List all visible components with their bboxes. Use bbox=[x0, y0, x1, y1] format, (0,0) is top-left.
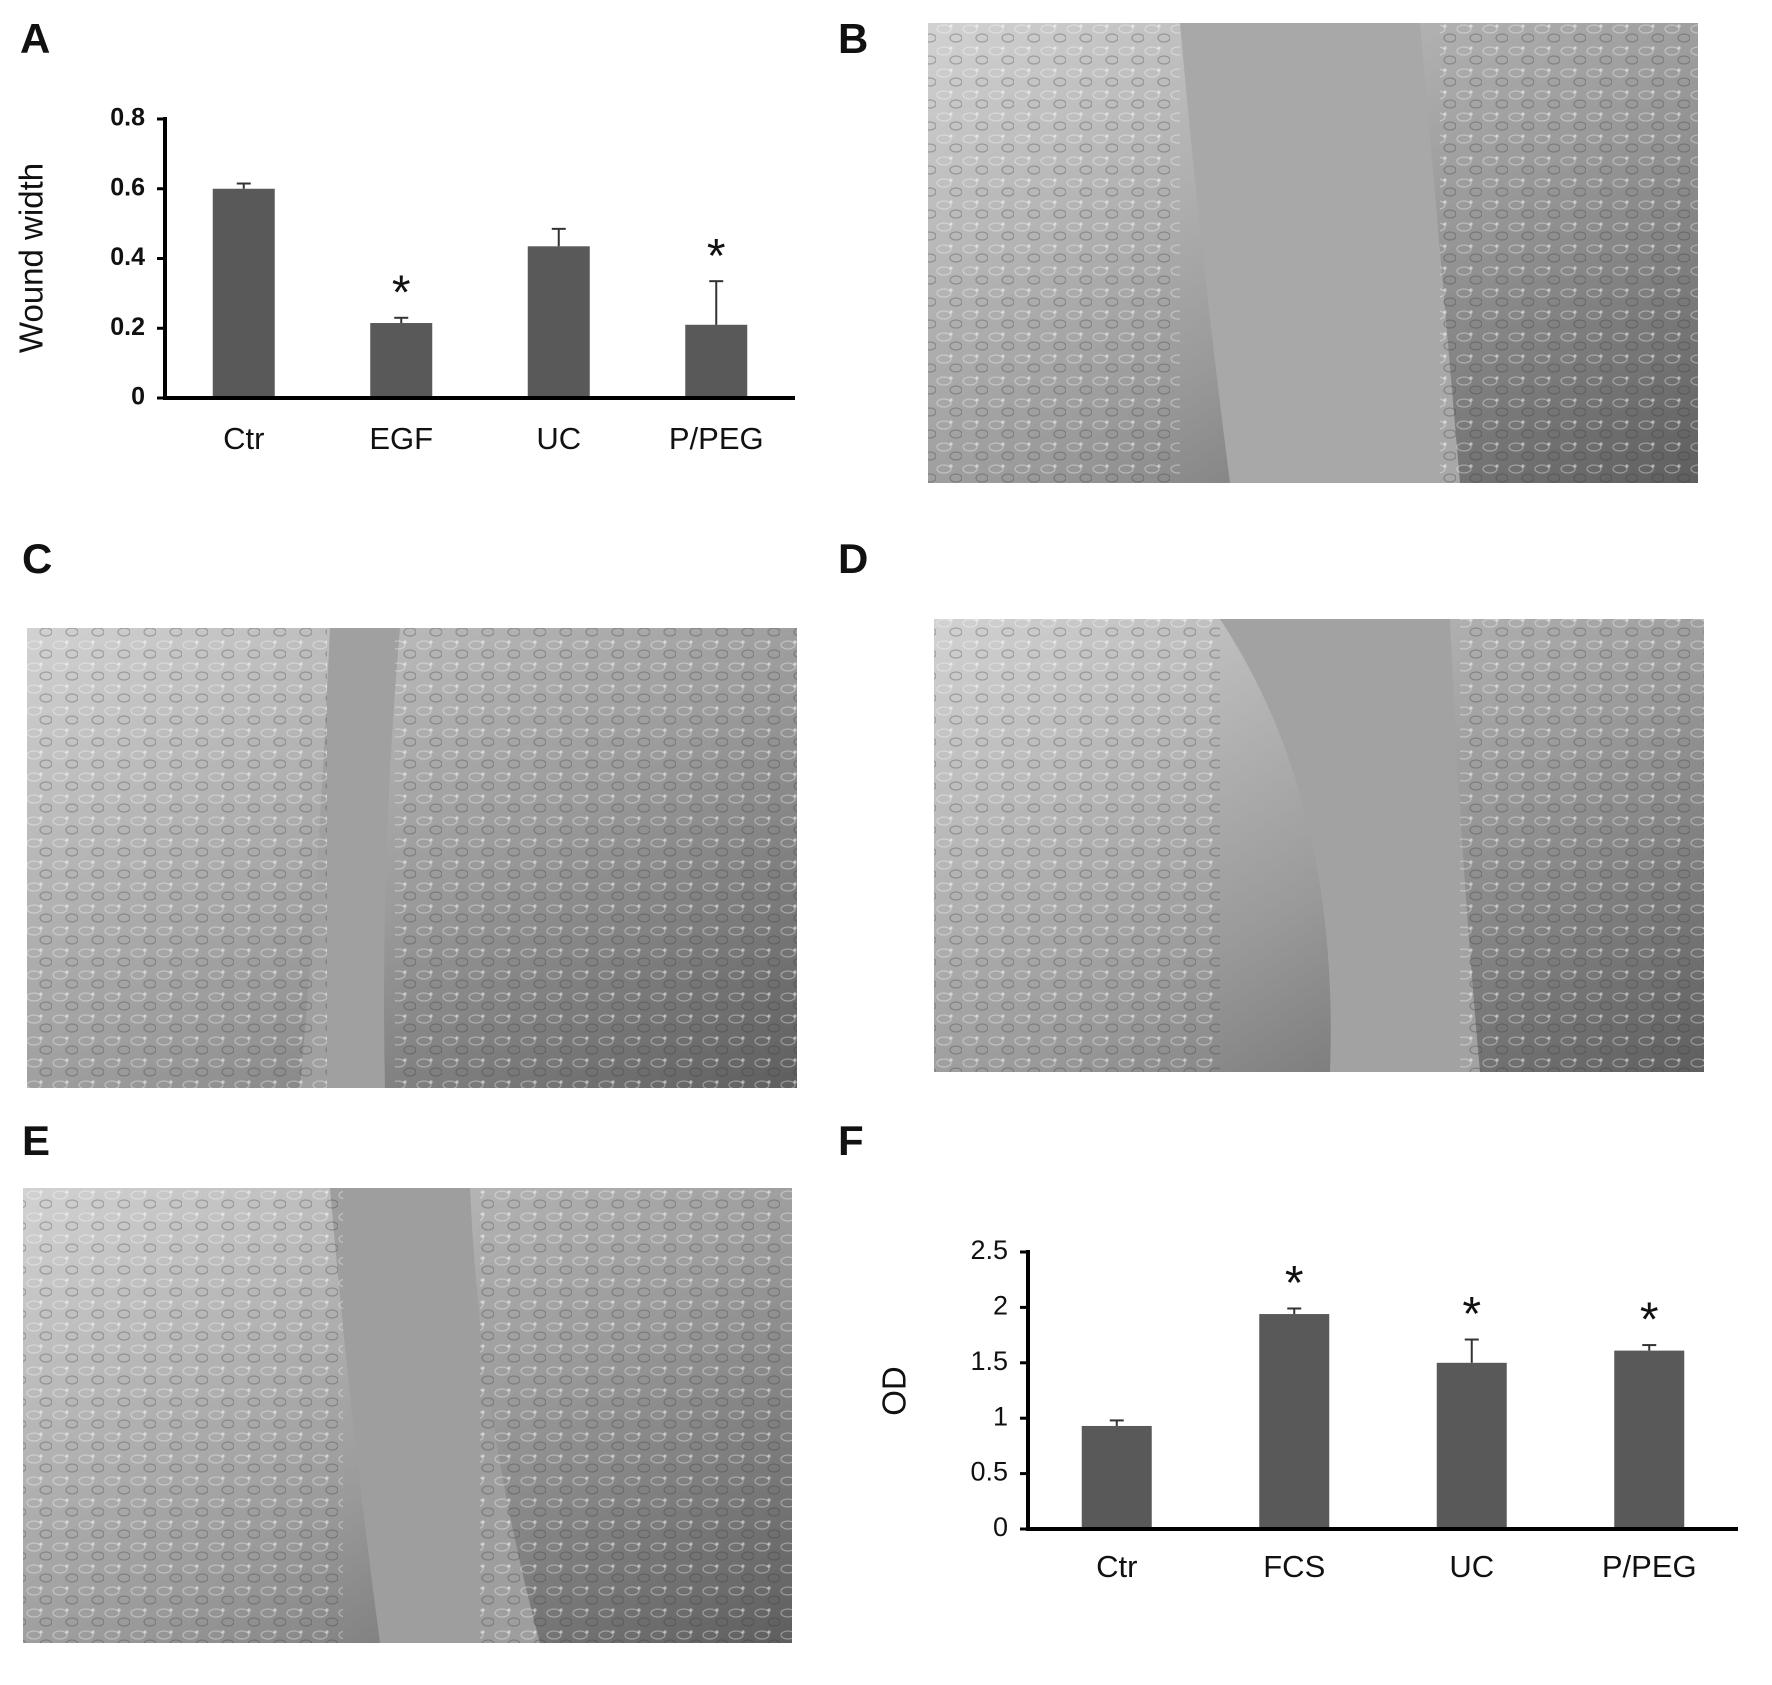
micrograph bbox=[928, 23, 1698, 483]
y-tick-label: 0.4 bbox=[110, 243, 145, 271]
x-tick-label: P/PEG bbox=[669, 421, 764, 456]
y-axis-label: OD bbox=[876, 1366, 913, 1416]
bar bbox=[1614, 1350, 1685, 1529]
bar bbox=[370, 323, 433, 398]
y-tick-label: 0.8 bbox=[110, 104, 145, 132]
significance-marker: * bbox=[1285, 1257, 1304, 1310]
y-tick-label: 0 bbox=[993, 1512, 1008, 1542]
x-tick-label: UC bbox=[536, 421, 581, 456]
significance-marker: * bbox=[1462, 1288, 1481, 1341]
x-tick-label: Ctr bbox=[1096, 1549, 1137, 1584]
bar bbox=[1436, 1362, 1507, 1529]
panel-label: B bbox=[838, 15, 868, 62]
significance-marker: * bbox=[392, 266, 411, 319]
bar bbox=[1081, 1425, 1152, 1529]
y-tick-label: 0.6 bbox=[110, 173, 145, 201]
y-axis-label: Wound width bbox=[13, 163, 50, 353]
significance-marker: * bbox=[707, 230, 726, 283]
panel-label: C bbox=[22, 535, 52, 582]
panel-label: E bbox=[22, 1117, 50, 1164]
y-tick-label: 0.2 bbox=[110, 313, 145, 341]
y-tick-label: 1 bbox=[993, 1401, 1008, 1431]
panel-label: A bbox=[20, 15, 50, 62]
micrograph bbox=[23, 1188, 792, 1643]
panel-label: D bbox=[838, 535, 868, 582]
micrograph bbox=[934, 619, 1704, 1072]
bar bbox=[1259, 1314, 1330, 1529]
y-tick-label: 0 bbox=[131, 383, 145, 411]
y-tick-label: 2.5 bbox=[970, 1235, 1008, 1265]
significance-marker: * bbox=[1640, 1294, 1659, 1347]
x-tick-label: FCS bbox=[1263, 1549, 1325, 1584]
bar bbox=[527, 246, 590, 398]
y-tick-label: 2 bbox=[993, 1291, 1008, 1321]
bar bbox=[212, 188, 275, 398]
panel-label: F bbox=[838, 1117, 864, 1164]
x-tick-label: Ctr bbox=[223, 421, 264, 456]
x-tick-label: EGF bbox=[369, 421, 433, 456]
bar bbox=[685, 324, 748, 398]
y-tick-label: 1.5 bbox=[970, 1346, 1008, 1376]
x-tick-label: UC bbox=[1449, 1549, 1494, 1584]
x-tick-label: P/PEG bbox=[1602, 1549, 1697, 1584]
y-tick-label: 0.5 bbox=[970, 1457, 1008, 1487]
micrograph bbox=[27, 628, 797, 1088]
